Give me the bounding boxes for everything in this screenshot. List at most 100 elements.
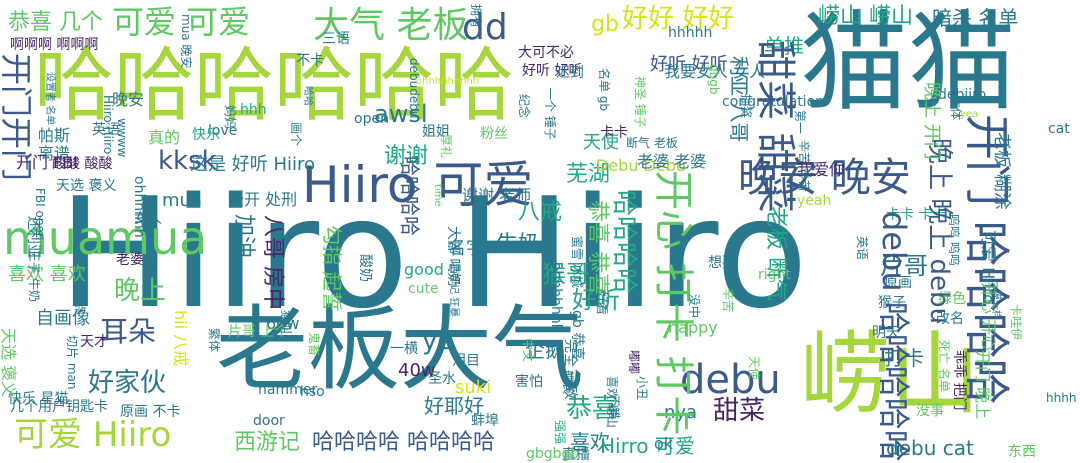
word-好家伙: 好家伙 <box>88 368 167 398</box>
word-舰长: 舰长 <box>561 370 575 395</box>
word-谢谢: 谢谢 <box>384 144 429 169</box>
word-yeah: yeah <box>797 193 832 209</box>
word-单推: 单推 <box>764 34 804 58</box>
word-啊啊啊-啊啊啊: 啊啊啊 啊啊啊 <box>10 37 99 53</box>
word-猴哥: 猴哥 <box>542 260 590 288</box>
word-喜欢: 喜欢 <box>570 430 610 454</box>
word-勾指-起誓: 勾指 起誓 <box>320 225 344 312</box>
word-老板-糊涂: 老板 糊涂 <box>991 132 1012 210</box>
word-八点: 八点 <box>73 290 87 315</box>
word-cat: cat <box>1048 121 1070 137</box>
word-猫叫: 猫叫 <box>279 310 293 335</box>
word-崂山-崂山: 崂山 崂山 <box>818 4 913 29</box>
word-好好-好好: 好好 好好 <box>622 4 735 34</box>
word-这是-好听-hiiro: 这是 好听 Hiiro <box>190 154 315 175</box>
word-厚礼: 厚礼 <box>439 134 453 159</box>
word-晚安: 晚安 <box>112 90 145 109</box>
word-ye: ye <box>422 326 454 356</box>
word-congratulation: congratulation <box>722 94 825 110</box>
word-姐姐: 姐姐 <box>422 124 450 140</box>
word-打卡: 打卡 <box>884 346 924 370</box>
word-鬼畜: 鬼畜 <box>307 332 321 357</box>
word-time: time <box>432 184 443 207</box>
word-蚌埠: 蚌埠 <box>471 413 499 429</box>
word-没事: 没事 <box>916 403 944 419</box>
word-切片-man: 切片 man <box>65 335 79 390</box>
word-断气-老板: 断气 老板 <box>626 136 678 150</box>
word-happy: happy <box>668 318 718 337</box>
word-开门-晚上: 开门 晚上 <box>973 350 992 420</box>
word-kksk: kksk <box>158 146 217 176</box>
word-想要: 想要 <box>708 255 736 271</box>
word-三语: 三语 <box>322 31 350 47</box>
word-直播: 直播 <box>562 447 590 463</box>
word-甜菜: 甜菜 <box>713 396 766 426</box>
word-害怕: 害怕 <box>515 374 543 390</box>
word-拥有: 拥有 <box>469 4 483 29</box>
word-晚上: 晚上 <box>114 276 167 306</box>
word-大可不必: 大可不必 <box>518 45 574 61</box>
word-hammer: hammer <box>258 382 318 398</box>
word-西游记: 西游记 <box>234 430 301 455</box>
word-东西: 东西 <box>1008 444 1036 460</box>
word-改名: 改名 <box>936 311 964 327</box>
word-八哥-房中: 八哥 房中 <box>260 215 285 310</box>
word-好听-好听: 好听 好听 <box>650 54 728 75</box>
word-神圣-锤子: 神圣 锤子 <box>633 76 647 128</box>
word-gb: gb <box>591 12 619 37</box>
word-天使: 天使 <box>747 356 761 381</box>
word-love: love <box>208 123 238 139</box>
word-debu-debu: Debu Debu <box>596 156 687 175</box>
word-牛奶: 牛奶 <box>496 232 541 257</box>
word-好看: 好看 <box>595 291 609 316</box>
word-辛苦-辛苦: 辛苦 辛苦 <box>797 140 811 192</box>
word-卡卡-卡卡: 卡卡 卡卡 <box>886 207 947 223</box>
word-泪目: 泪目 <box>452 353 480 369</box>
word-ohhhhhhh: ohhhhhhh <box>548 262 564 333</box>
word-女人: 女人 <box>134 211 162 227</box>
word-芜湖: 芜湖 <box>566 162 611 187</box>
word-画个: 画个 <box>289 122 303 147</box>
word-gbgbgb: gbgbgb <box>526 446 580 462</box>
word-耳朵: 耳朵 <box>100 315 157 348</box>
word-妈妈: 妈妈 <box>223 105 237 130</box>
word-天选-褒义: 天选 褒义 <box>56 178 117 194</box>
word-老板大气: 老板大气 <box>216 296 585 403</box>
word-hhhhh: hhhhh <box>668 25 713 41</box>
word-几个用户钥匙卡: 几个用户钥匙卡 <box>10 399 108 415</box>
word-暗杀-名单: 暗杀 名单 <box>932 6 1019 30</box>
word-明天: 明天 <box>872 325 900 341</box>
word-迟到: 迟到 <box>556 65 584 81</box>
word-名单-gb: 名单 gb <box>597 68 611 112</box>
word-天使: 天使 <box>583 132 619 153</box>
word-mua-晚安: mua 晚安 <box>179 14 193 69</box>
word-40w: 40w <box>398 360 436 381</box>
word-原画: 原画 <box>884 275 912 291</box>
word-nya: nya <box>664 402 698 423</box>
word-晚上-开门: 晚上 开门 <box>921 82 942 160</box>
word-死亡-名单: 死亡 名单 <box>937 340 951 392</box>
word-片哥-上个: 片哥 上个 <box>228 324 289 340</box>
word-哈哈哈哈-哈哈哈哈: 哈哈哈哈 哈哈哈哈 <box>312 430 495 455</box>
word-天选-褒义: 天选 褒义 <box>0 328 18 398</box>
word-可爱-可爱: 可爱 可爱 <box>112 3 251 41</box>
word-wwww: wwww <box>115 118 129 158</box>
word-繁体: 繁体 <box>207 328 221 353</box>
word-open: open <box>354 111 389 127</box>
word-小丑: 小丑 <box>635 376 649 401</box>
word-suki: suki <box>455 377 492 398</box>
word-晚安-晚安: 晚安 晚安 <box>738 155 911 201</box>
word-debudebu: debudebu <box>407 58 421 119</box>
word-崂山: 崂山 <box>800 322 980 427</box>
word-绿色: 绿色 <box>938 291 966 307</box>
word-debiiro: debiiro <box>938 87 987 103</box>
word-王子-牛奶: 王子 牛奶 <box>27 250 41 302</box>
word-老婆-老婆: 老婆 老婆 <box>637 152 707 171</box>
word-恭喜-恭喜: 恭喜 恭喜 <box>585 200 610 295</box>
word-good: good <box>404 260 444 279</box>
word-debu-cat: debu cat <box>886 436 974 460</box>
word-好耶好: 好耶好 <box>424 394 484 418</box>
word-fbi-open: FBI open <box>33 188 47 241</box>
word-加油: 加油 <box>231 214 256 259</box>
word-dd: dd <box>462 7 508 48</box>
